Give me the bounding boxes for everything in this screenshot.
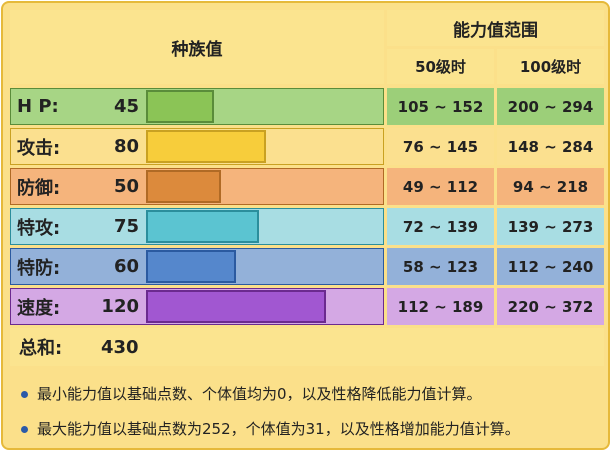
range-50: 72 ~ 139	[387, 208, 494, 245]
stat-bar	[146, 250, 236, 283]
stat-value: 60	[113, 256, 139, 277]
range-header: 能力值范围	[387, 10, 604, 46]
stat-bar	[146, 170, 221, 203]
range-100: 112 ~ 240	[497, 248, 604, 285]
stat-label: H P:	[17, 96, 59, 117]
range-50: 105 ~ 152	[387, 88, 494, 125]
base-stats-header: 种族值	[10, 10, 384, 84]
level50-header: 50级时	[387, 49, 494, 84]
stat-bar	[146, 210, 259, 243]
stat-value: 120	[101, 296, 139, 317]
stat-label: 特防:	[17, 257, 61, 279]
stat-bar	[146, 290, 326, 323]
stat-bar	[146, 90, 214, 123]
range-50: 49 ~ 112	[387, 168, 494, 205]
note: 最小能力值以基础点数、个体值均为0，以及性格降低能力值计算。	[21, 383, 482, 404]
range-100: 148 ~ 284	[497, 128, 604, 165]
level100-header: 100级时	[497, 49, 604, 84]
total-row	[10, 328, 604, 366]
range-50: 76 ~ 145	[387, 128, 494, 165]
stat-value: 80	[113, 136, 139, 157]
stat-value: 50	[113, 176, 139, 197]
stat-label: 防御:	[17, 177, 61, 199]
stat-label: 速度:	[17, 297, 61, 319]
range-100: 139 ~ 273	[497, 208, 604, 245]
stat-label: 特攻:	[17, 217, 61, 239]
total-value: 430	[101, 336, 139, 358]
range-100: 94 ~ 218	[497, 168, 604, 205]
stat-value: 75	[113, 216, 139, 237]
range-50: 58 ~ 123	[387, 248, 494, 285]
range-50: 112 ~ 189	[387, 288, 494, 325]
note: 最大能力值以基础点数为252，个体值为31，以及性格增加能力值计算。	[21, 418, 520, 439]
stat-label: 攻击:	[17, 137, 61, 159]
stat-value: 45	[113, 96, 139, 117]
range-100: 200 ~ 294	[497, 88, 604, 125]
stat-bar	[146, 130, 266, 163]
total-label: 总和:	[19, 338, 63, 359]
range-100: 220 ~ 372	[497, 288, 604, 325]
